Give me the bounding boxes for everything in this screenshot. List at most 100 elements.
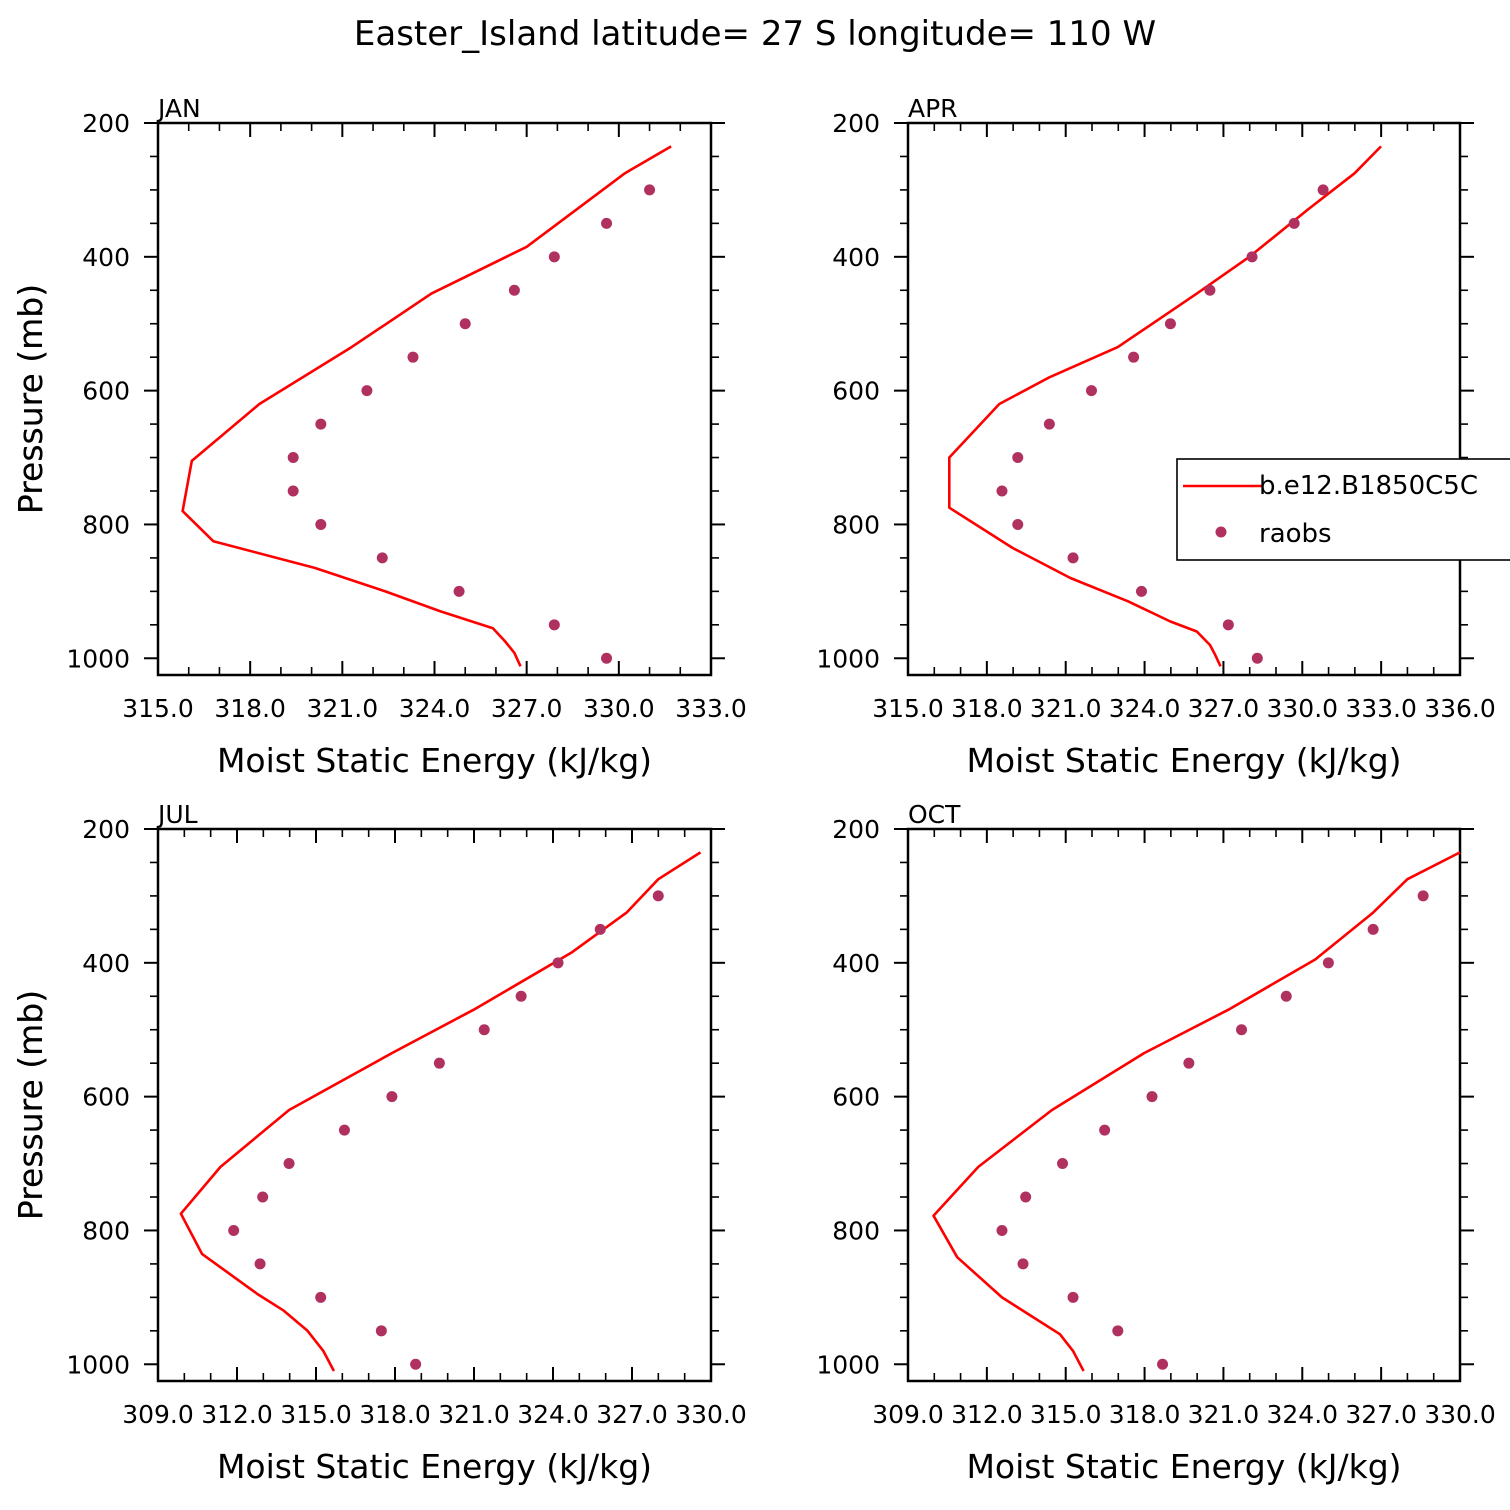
raobs-point (1067, 1291, 1079, 1303)
y-tick-label: 400 (82, 243, 130, 272)
raobs-point (433, 1057, 445, 1069)
y-axis-title: Pressure (mb) (11, 990, 50, 1220)
x-tick-label: 324.0 (399, 694, 471, 723)
raobs-point (601, 652, 613, 664)
x-tick-label: 321.0 (438, 1400, 510, 1429)
x-tick-label: 327.0 (491, 694, 563, 723)
x-tick-label: 315.0 (280, 1400, 352, 1429)
plot-frame (906, 827, 1462, 1383)
raobs-point (1043, 418, 1055, 430)
raobs-point (287, 485, 299, 497)
raobs-point (254, 1258, 266, 1270)
y-tick-label: 200 (82, 109, 130, 138)
x-tick-label: 312.0 (201, 1400, 273, 1429)
raobs-point (257, 1191, 269, 1203)
legend-label-model: b.e12.B1850C5C (1259, 471, 1478, 501)
x-tick-label: 336.0 (1424, 694, 1496, 723)
raobs-point (1367, 923, 1379, 935)
figure-title: Easter_Island latitude= 27 S longitude= … (354, 14, 1156, 54)
raobs-point (1099, 1124, 1111, 1136)
raobs-point (1085, 385, 1097, 397)
x-tick-label: 324.0 (1266, 1400, 1338, 1429)
x-tick-label: 309.0 (122, 1400, 194, 1429)
y-axis-title: Pressure (mb) (11, 284, 50, 514)
raobs-point (375, 1325, 387, 1337)
panel-label: JAN (156, 94, 201, 123)
panel-jul: JUL 309.0 312.0 315.0 318.0 321.0 324.0 327.0 33… (11, 800, 747, 1486)
y-tick-label: 1000 (816, 1350, 880, 1379)
y-tick-label: 200 (832, 109, 880, 138)
raobs-point (1317, 184, 1329, 196)
raobs-point (1164, 318, 1176, 330)
panel-label: OCT (908, 800, 961, 829)
raobs-point (407, 351, 419, 363)
x-tick-label: 327.0 (596, 1400, 668, 1429)
x-tick-label: 318.0 (214, 694, 286, 723)
plot-frame (156, 121, 713, 677)
y-axis-title: Pressure (mb) (11, 990, 50, 1220)
raobs-point (1135, 585, 1147, 597)
model-profile-line (179, 851, 702, 1372)
raobs-point (1246, 251, 1258, 263)
y-tick-label: 600 (82, 1083, 130, 1112)
y-tick-label: 600 (832, 377, 880, 406)
x-tick-label: 315.0 (122, 694, 194, 723)
x-tick-label: 309.0 (872, 1400, 944, 1429)
legend-box (1176, 458, 1510, 561)
x-tick-label: 330.0 (583, 694, 655, 723)
raobs-point (410, 1358, 422, 1370)
raobs-point (376, 552, 388, 564)
y-tick-label: 600 (832, 1083, 880, 1112)
y-tick-label: 800 (82, 510, 130, 539)
x-tick-label: 318.0 (359, 1400, 431, 1429)
y-tick-label: 1000 (66, 644, 130, 673)
y-tick-label: 800 (82, 1216, 130, 1245)
raobs-point (996, 1224, 1008, 1236)
raobs-point (1183, 1057, 1195, 1069)
y-tick-label: 200 (832, 815, 880, 844)
legend: b.e12.B1850C5C raobs (1176, 458, 1510, 561)
legend-label-raobs: raobs (1259, 519, 1332, 549)
x-tick-label: 318.0 (951, 694, 1023, 723)
x-tick-label: 321.0 (1188, 1400, 1260, 1429)
model-profile-line (932, 851, 1461, 1372)
x-tick-label: 330.0 (675, 1400, 747, 1429)
raobs-point (315, 418, 327, 430)
raobs-point (594, 923, 606, 935)
y-tick-label: 600 (82, 377, 130, 406)
raobs-point (548, 619, 560, 631)
x-tick-label: 327.0 (1188, 694, 1260, 723)
raobs-point (478, 1024, 490, 1036)
raobs-point (1288, 217, 1300, 229)
y-tick-label: 800 (832, 510, 880, 539)
raobs-point (1251, 652, 1263, 664)
raobs-point (1012, 518, 1024, 530)
raobs-point (386, 1091, 398, 1103)
raobs-point (1280, 990, 1292, 1002)
x-tick-label: 315.0 (1030, 1400, 1102, 1429)
x-tick-label: 327.0 (1345, 1400, 1417, 1429)
raobs-point (1057, 1158, 1069, 1170)
raobs-point (1020, 1191, 1032, 1203)
x-tick-label: 330.0 (1266, 694, 1338, 723)
x-tick-label: 318.0 (1109, 1400, 1181, 1429)
x-axis-title: Moist Static Energy (kJ/kg) (217, 1447, 652, 1486)
plot-frame (156, 827, 713, 1383)
x-tick-label: 330.0 (1424, 1400, 1496, 1429)
raobs-point (1067, 552, 1079, 564)
raobs-point (338, 1124, 350, 1136)
x-tick-label: 315.0 (872, 694, 944, 723)
raobs-point (1146, 1091, 1158, 1103)
raobs-point (283, 1158, 295, 1170)
raobs-point (508, 284, 520, 296)
y-tick-label: 1000 (816, 644, 880, 673)
raobs-point (459, 318, 471, 330)
y-tick-label: 400 (82, 949, 130, 978)
raobs-point (515, 990, 527, 1002)
raobs-point (1236, 1024, 1248, 1036)
model-profile-line (947, 145, 1382, 667)
panel-label: JUL (156, 800, 198, 829)
